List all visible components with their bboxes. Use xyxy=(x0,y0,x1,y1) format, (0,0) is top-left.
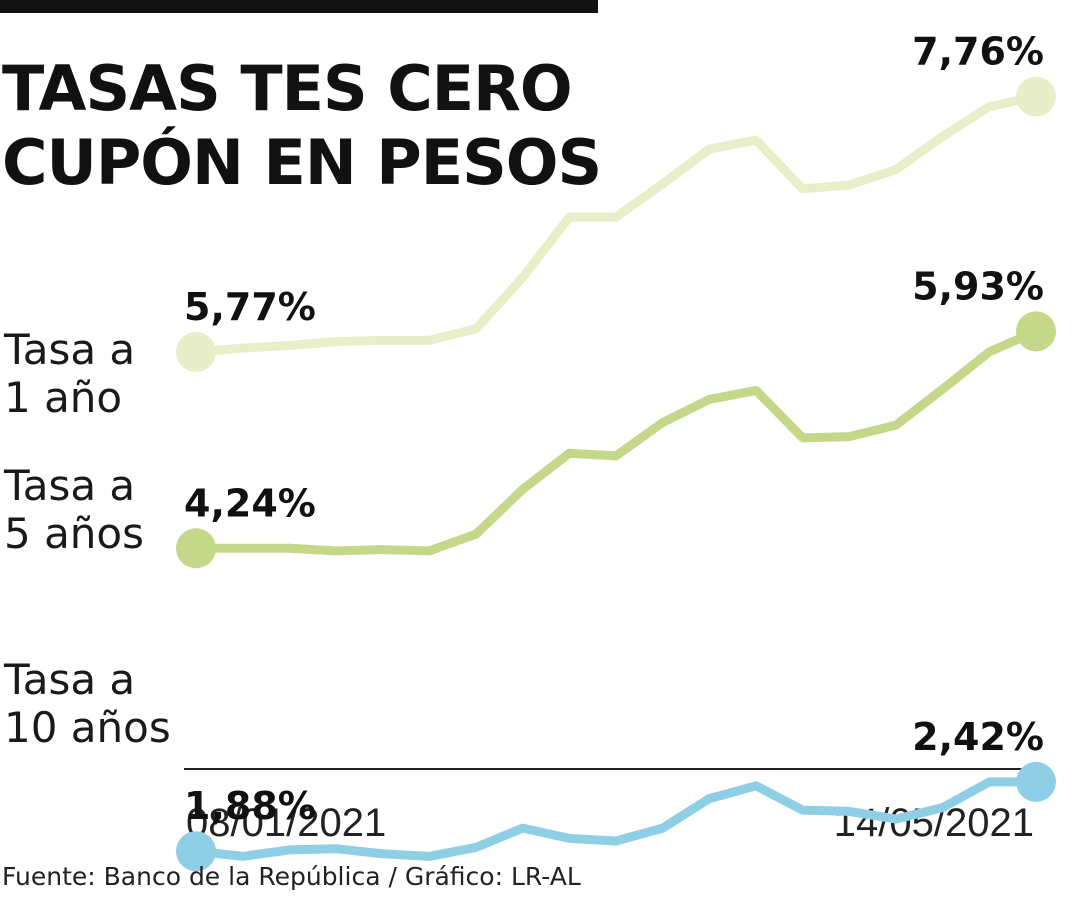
series-label-5-years-line-1: Tasa a xyxy=(4,461,136,510)
title-line-2: CUPÓN EN PESOS xyxy=(2,126,602,199)
series-start-point-5-years xyxy=(176,528,216,569)
series-label-10-years-line-2: 10 años xyxy=(4,703,171,752)
series-label-5-years: Tasa a 5 años xyxy=(4,462,144,558)
series-end-label-1-year: 7,76% xyxy=(912,29,1044,73)
series-end-label-5-years: 5,93% xyxy=(912,264,1044,308)
title-line-1: TASAS TES CERO xyxy=(2,52,573,125)
x-tick-label-start: 08/01/2021 xyxy=(186,801,386,845)
series-end-point-10-years xyxy=(1016,761,1056,802)
series-start-label-10-years: 1,88% xyxy=(184,784,316,828)
series-line-5-years xyxy=(191,326,1041,556)
series-start-point-10-years xyxy=(176,831,216,872)
series-label-10-years-line-1: Tasa a xyxy=(4,655,136,704)
series-line-1-year xyxy=(191,92,1041,357)
series-start-label-5-years: 4,24% xyxy=(184,481,316,525)
source-note: Fuente: Banco de la República / Gráfico:… xyxy=(2,862,581,891)
series-end-point-5-years xyxy=(1016,311,1056,352)
series-end-point-1-year xyxy=(1016,76,1056,117)
series-label-1-year-line-1: Tasa a xyxy=(4,325,136,374)
series-line-10-years xyxy=(191,777,1041,861)
series-end-label-10-years: 2,42% xyxy=(912,715,1044,759)
series-label-1-year-line-2: 1 año xyxy=(4,373,123,422)
series-label-1-year: Tasa a 1 año xyxy=(4,326,135,422)
series-label-5-years-line-2: 5 años xyxy=(4,509,145,558)
series-start-point-1-year xyxy=(176,331,216,372)
chart-title: TASAS TES CERO CUPÓN EN PESOS xyxy=(2,52,602,200)
series-start-label-1-year: 5,77% xyxy=(184,285,316,329)
top-rule xyxy=(0,0,598,13)
series-label-10-years: Tasa a 10 años xyxy=(4,656,171,752)
